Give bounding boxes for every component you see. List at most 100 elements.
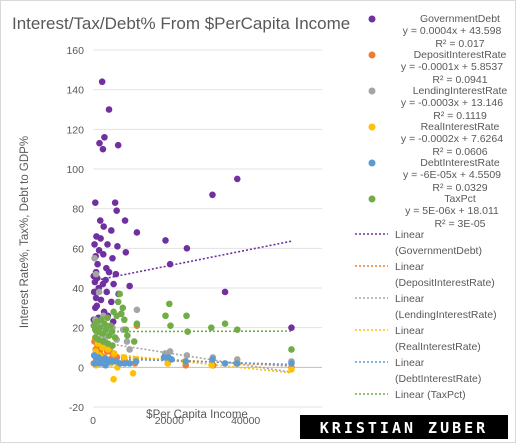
point-governmentdebt <box>98 78 106 86</box>
point-taxpct <box>109 342 116 349</box>
point-debtinterestrate <box>233 360 241 367</box>
point-governmentdebt <box>233 175 241 183</box>
point-debtinterestrate <box>91 360 99 367</box>
point-governmentdebt <box>126 282 133 290</box>
point-governmentdebt <box>91 278 99 286</box>
y-tick-label: 80 <box>72 204 84 216</box>
point-taxpct <box>233 326 241 333</box>
point-debtinterestrate <box>116 360 124 367</box>
point-governmentdebt <box>112 270 120 278</box>
point-lendinginterestrate <box>91 254 98 262</box>
point-governmentdebt <box>101 133 108 141</box>
point-governmentdebt <box>100 223 107 230</box>
point-lendinginterestrate <box>95 288 103 296</box>
logo-background <box>300 415 508 439</box>
point-debtinterestrate <box>132 358 140 365</box>
point-governmentdebt <box>92 294 100 302</box>
legend-equation: y = -0.0002x + 7.6264 <box>401 133 503 145</box>
point-governmentdebt <box>90 288 98 296</box>
y-tick-label: 120 <box>66 124 84 136</box>
x-tick-label: 40000 <box>231 415 260 427</box>
point-realinterestrate <box>99 344 106 351</box>
legend-label: TaxPct <box>444 193 476 205</box>
point-governmentdebt <box>209 191 216 199</box>
trendline-lendinginterestrate <box>92 340 292 373</box>
point-governmentdebt <box>104 241 111 248</box>
point-governmentdebt <box>96 139 103 147</box>
point-lendinginterestrate <box>166 348 174 355</box>
logo-text: KRISTIAN ZUBER <box>320 419 488 437</box>
point-taxpct <box>104 314 111 322</box>
point-governmentdebt <box>108 227 115 234</box>
point-governmentdebt <box>99 145 107 153</box>
legend-r2: R² = 0.0329 <box>432 182 487 194</box>
point-taxpct <box>116 290 124 298</box>
point-governmentdebt <box>99 280 107 288</box>
y-tick-label: 0 <box>78 362 84 374</box>
point-governmentdebt <box>121 217 129 224</box>
y-tick-label: 160 <box>66 45 84 57</box>
legend-label: GovernmentDebt <box>420 13 500 25</box>
point-realinterestrate <box>288 366 295 373</box>
point-governmentdebt <box>110 280 117 288</box>
point-governmentdebt <box>122 249 130 256</box>
point-realinterestrate <box>129 369 137 377</box>
legend-trendline-label: Linear (TaxPct) <box>395 389 466 401</box>
point-lendinginterestrate <box>126 346 133 353</box>
point-governmentdebt <box>103 288 111 296</box>
point-governmentdebt <box>97 235 104 242</box>
legend-trendline-label: Linear (DepositInterestRate) <box>395 261 495 289</box>
point-lendinginterestrate <box>92 270 100 278</box>
legend-equation: y = -6E-05x + 4.5509 <box>403 169 501 181</box>
point-governmentdebt <box>162 237 169 244</box>
point-debtinterestrate <box>126 360 133 367</box>
legend-label: LendingInterestRate <box>413 85 508 97</box>
point-governmentdebt <box>108 298 115 306</box>
point-governmentdebt <box>133 229 141 236</box>
point-governmentdebt <box>105 268 113 276</box>
legend-marker <box>368 87 376 95</box>
point-taxpct <box>101 320 108 328</box>
legend-r2: R² = 0.017 <box>435 38 484 50</box>
point-governmentdebt <box>288 324 295 331</box>
point-governmentdebt <box>100 250 107 258</box>
legend-marker <box>368 123 376 131</box>
point-debtinterestrate <box>160 354 168 361</box>
legend-equation: y = 5E-06x + 18.011 <box>405 205 499 217</box>
y-axis-label: Interest Rate%, Tax%, Debt to GDP% <box>19 136 31 328</box>
point-taxpct <box>166 300 173 308</box>
logo: KRISTIAN ZUBER <box>300 415 508 439</box>
trendline-governmentdebt <box>92 240 292 282</box>
point-governmentdebt <box>114 141 122 149</box>
legend-label: RealInterestRate <box>421 121 500 133</box>
point-taxpct <box>120 316 128 324</box>
point-realinterestrate <box>208 362 215 369</box>
point-realinterestrate <box>120 354 128 361</box>
point-governmentdebt <box>91 199 99 207</box>
point-taxpct <box>96 324 104 331</box>
y-axis-tick-labels: -20 0 20 40 60 80 100 120 140 160 <box>66 45 84 414</box>
point-taxpct <box>111 334 119 341</box>
point-taxpct <box>122 326 130 333</box>
gridlines <box>93 49 322 408</box>
point-lendinginterestrate <box>123 338 131 345</box>
point-taxpct <box>221 320 229 328</box>
legend-marker <box>368 195 376 203</box>
point-governmentdebt <box>105 106 113 113</box>
legend-r2: R² = 0.0606 <box>432 146 487 158</box>
point-debtinterestrate <box>182 358 190 365</box>
point-taxpct <box>288 346 295 353</box>
legend-marker <box>368 51 376 59</box>
legend-equation: y = -0.0003x + 13.146 <box>401 97 503 109</box>
legend-label: DepositInterestRate <box>414 49 507 61</box>
point-debtinterestrate <box>288 360 295 367</box>
point-debtinterestrate <box>102 362 109 369</box>
point-governmentdebt <box>94 260 101 268</box>
point-debtinterestrate <box>96 360 104 367</box>
point-taxpct <box>183 312 190 320</box>
point-taxpct <box>114 298 122 306</box>
y-tick-label: -20 <box>69 402 84 414</box>
point-governmentdebt <box>114 243 121 250</box>
legend-marker <box>368 159 376 167</box>
